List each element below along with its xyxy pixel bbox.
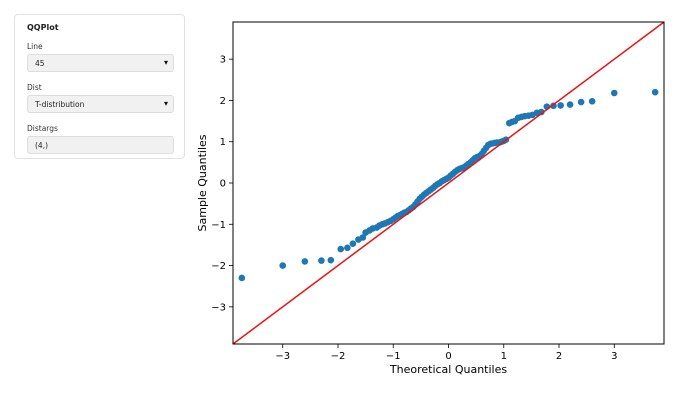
- data-point: [318, 257, 325, 264]
- data-point: [337, 245, 345, 253]
- dist-label: Dist: [27, 83, 42, 92]
- x-tick-label: 2: [556, 351, 562, 362]
- qqplot-settings-panel: QQPlot Line 45 ▾ Dist T-distribution ▾ D…: [14, 14, 185, 159]
- data-point: [279, 262, 287, 269]
- data-point: [349, 240, 357, 247]
- y-axis-label: Sample Quantiles: [196, 134, 209, 231]
- y-tick-label: 2: [220, 96, 226, 107]
- panel-title: QQPlot: [27, 23, 59, 32]
- y-tick-label: 0: [220, 179, 226, 190]
- x-tick-label: −2: [331, 351, 346, 362]
- dist-select[interactable]: T-distribution ▾: [27, 95, 174, 113]
- data-point: [327, 256, 335, 264]
- data-point: [301, 258, 309, 265]
- data-point: [588, 97, 596, 105]
- data-point: [538, 108, 545, 116]
- x-axis-ticks: −3 −2 −1 0 1 2 3: [275, 344, 617, 362]
- data-point: [566, 101, 574, 108]
- x-tick-label: −1: [386, 351, 401, 362]
- x-tick-label: 1: [501, 351, 507, 362]
- data-points: [238, 88, 659, 282]
- dist-select-value: T-distribution: [35, 100, 85, 109]
- data-point: [610, 89, 618, 97]
- data-point: [577, 98, 585, 106]
- y-tick-label: 3: [220, 55, 226, 66]
- x-tick-label: 3: [611, 351, 617, 362]
- line-label: Line: [27, 42, 43, 51]
- caret-down-icon: ▾: [163, 58, 168, 67]
- y-tick-label: −2: [211, 261, 226, 272]
- y-axis-ticks: −3 −2 −1 0 1 2 3: [211, 55, 233, 313]
- data-point: [238, 274, 246, 282]
- distargs-label: Distargs: [27, 124, 58, 133]
- x-tick-label: −3: [275, 351, 290, 362]
- data-point: [344, 244, 351, 252]
- x-tick-label: 0: [445, 351, 451, 362]
- distargs-input-value: (4,): [35, 141, 49, 150]
- line-select[interactable]: 45 ▾: [27, 54, 174, 72]
- y-tick-label: −1: [211, 220, 226, 231]
- data-point: [359, 234, 367, 241]
- distargs-input[interactable]: (4,): [27, 136, 174, 154]
- y-tick-label: 1: [220, 137, 226, 148]
- y-tick-label: −3: [211, 302, 226, 313]
- line-select-value: 45: [35, 59, 45, 68]
- data-point: [651, 88, 659, 96]
- x-axis-label: Theoretical Quantiles: [389, 363, 507, 376]
- reference-line-45: [232, 21, 665, 345]
- data-point: [557, 102, 564, 109]
- caret-down-icon: ▾: [163, 99, 168, 108]
